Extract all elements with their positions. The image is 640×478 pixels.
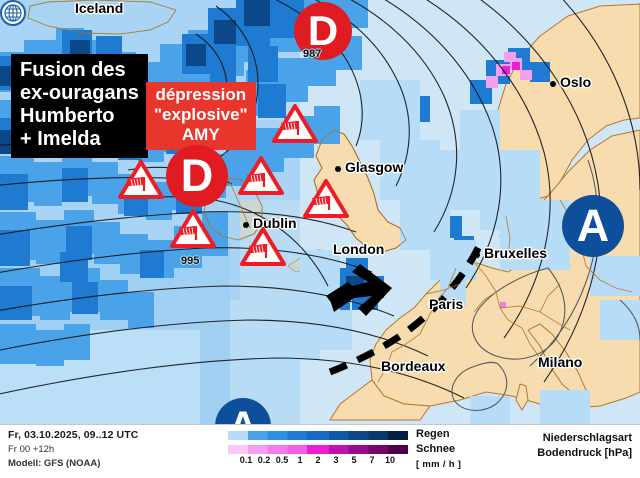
city-dot-icon <box>335 166 341 172</box>
wind-warning-icon-3 <box>303 179 349 219</box>
city-dot-icon <box>550 81 556 87</box>
title-line-3: Humberto <box>20 105 115 127</box>
snow-color-bar <box>228 445 408 454</box>
high-pressure-symbol-2: A <box>562 195 624 257</box>
legend-tick-0.5: 0.5 <box>275 455 289 465</box>
city-label: Iceland <box>75 0 124 16</box>
valid-datetime: Fr, 03.10.2025, 09..12 UTC <box>8 429 139 441</box>
wind-warning-icon-5 <box>240 227 286 267</box>
low-pressure-symbol-1: D <box>166 145 228 207</box>
title-line-2: ex-ouragans <box>20 82 139 104</box>
city-label: Bruxelles <box>484 245 548 261</box>
legend-tick-0.2: 0.2 <box>257 455 271 465</box>
param-label-surface-pressure: Bodendruck [hPa] <box>537 447 632 459</box>
city-dot-icon <box>437 303 443 309</box>
city-label: London <box>333 241 384 257</box>
city-dot-icon <box>389 365 395 371</box>
model-name: Modell: GFS (NOAA) <box>8 458 101 469</box>
title-annotation-box: Fusion des ex-ouragans Humberto + Imelda <box>11 54 148 158</box>
run-offset: Fr 00 +12h <box>8 444 55 455</box>
amy-line-2: "explosive" <box>154 105 248 124</box>
wind-warning-icon-1 <box>118 160 164 200</box>
legend-snow-label: Schnee <box>416 443 456 455</box>
city-dot-icon <box>474 252 480 258</box>
rain-color-bar <box>228 431 408 440</box>
legend-tick-2: 2 <box>315 455 321 465</box>
wind-warning-icon-2 <box>238 156 284 196</box>
legend-unit-label: [ mm / h ] <box>416 459 462 470</box>
footer-run-info: Fr, 03.10.2025, 09..12 UTC Fr 00 +12h Mo… <box>8 429 138 469</box>
city-label: Glasgow <box>345 159 404 175</box>
title-line-4: + Imelda <box>20 128 101 150</box>
wind-warning-icon <box>118 160 164 199</box>
meteo-globe-logo-icon <box>0 0 26 26</box>
city-dot-icon <box>546 361 552 367</box>
legend-color-scales: 0.1 0.2 0.5 1 2 3 5 7 10 <box>228 431 408 467</box>
city-label: Paris <box>429 296 463 312</box>
wind-warning-icon <box>272 104 318 143</box>
amy-line-1: dépression <box>155 85 247 104</box>
title-line-1: Fusion des <box>20 59 126 81</box>
weather-map[interactable]: Fusion des ex-ouragans Humberto + Imelda… <box>0 0 640 424</box>
city-dot-icon <box>341 248 347 254</box>
isobar-label-995: 995 <box>181 255 200 267</box>
legend-tick-labels: 0.1 0.2 0.5 1 2 3 5 7 10 <box>228 455 408 467</box>
legend-tick-7: 7 <box>369 455 375 465</box>
wind-warning-icon-0 <box>272 104 318 144</box>
legend-tick-5: 5 <box>351 455 357 465</box>
city-label: Milano <box>538 354 582 370</box>
legend-rain-label: Regen <box>416 428 450 440</box>
legend-tick-3: 3 <box>333 455 339 465</box>
wind-warning-icon <box>170 209 216 248</box>
footer-bar: Fr, 03.10.2025, 09..12 UTC Fr 00 +12h Mo… <box>0 424 640 478</box>
city-dot-icon <box>243 222 249 228</box>
wind-warning-icon-4 <box>170 209 216 249</box>
amy-line-3: AMY <box>181 125 220 144</box>
city-label: Bordeaux <box>381 358 446 374</box>
legend-tick-0.1: 0.1 <box>239 455 253 465</box>
param-label-precip-type: Niederschlagsart <box>542 432 632 444</box>
city-label: Dublin <box>253 215 297 231</box>
amy-annotation-box: dépression "explosive" AMY <box>146 82 256 150</box>
low-pressure-symbol-0: D <box>294 2 352 60</box>
isobar-label-987: 987 <box>303 48 322 60</box>
city-label: Oslo <box>560 74 592 90</box>
legend-tick-10: 10 <box>384 455 396 465</box>
wind-warning-icon <box>238 156 284 195</box>
flow-arrow <box>326 264 392 316</box>
legend-tick-1: 1 <box>297 455 303 465</box>
wind-warning-icon <box>240 227 286 266</box>
footer-parameter-labels: Niederschlagsart Bodendruck [hPa] <box>537 431 632 461</box>
wind-warning-icon <box>303 179 349 218</box>
